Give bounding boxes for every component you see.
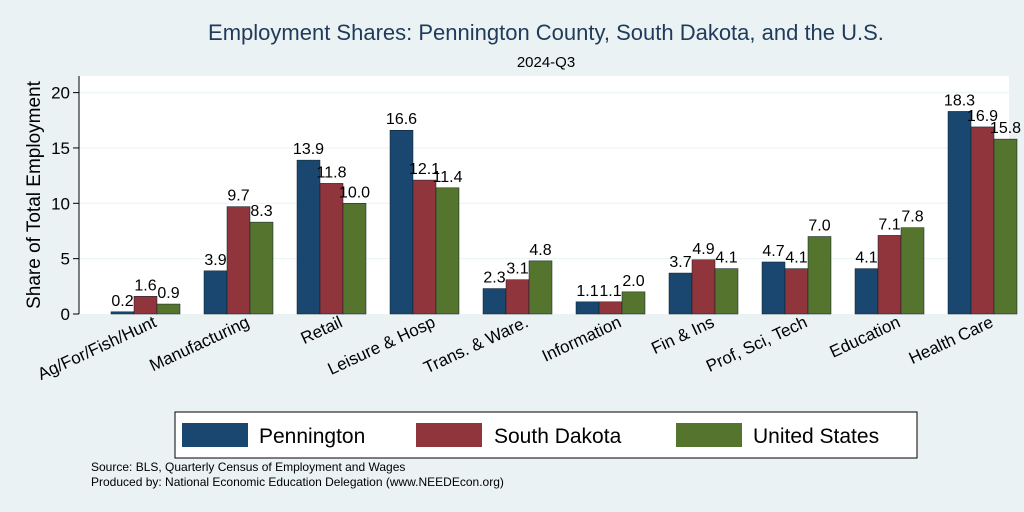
legend-swatch-pennington	[182, 423, 248, 447]
x-tick-label: Leisure & Hosp	[325, 312, 438, 378]
bar	[784, 268, 809, 315]
data-label: 3.7	[669, 254, 691, 271]
x-tick-label: Fin & Ins	[648, 312, 717, 358]
y-tick-label: 20	[51, 84, 70, 103]
producer-note: Produced by: National Economic Education…	[91, 475, 504, 489]
data-label: 11.4	[433, 169, 463, 186]
x-tick-label: Information	[539, 312, 624, 365]
bar	[621, 291, 646, 315]
bar	[877, 235, 902, 315]
legend-label-pennington: Pennington	[259, 425, 365, 448]
legend: Pennington South Dakota United States	[174, 411, 918, 459]
data-label: 12.1	[409, 161, 440, 178]
data-label: 4.1	[715, 250, 737, 267]
data-label: 7.8	[901, 209, 923, 226]
data-label: 13.9	[293, 141, 324, 158]
bar	[110, 311, 135, 315]
data-label: 11.8	[317, 164, 347, 181]
source-note: Source: BLS, Quarterly Census of Employm…	[91, 460, 405, 474]
x-tick-label: Prof, Sci, Tech	[703, 312, 810, 375]
data-label: 7.0	[808, 218, 830, 235]
bar	[319, 183, 344, 315]
data-label: 9.7	[227, 188, 249, 205]
bar	[691, 259, 716, 315]
legend-box	[174, 411, 918, 459]
data-label: 16.6	[386, 111, 417, 128]
data-label: 16.9	[967, 108, 998, 125]
bar	[435, 187, 460, 315]
bar	[807, 236, 832, 315]
data-label: 7.1	[878, 216, 900, 233]
data-label: 1.6	[134, 277, 156, 294]
x-tick-label: Manufacturing	[147, 312, 253, 375]
x-tick-label: Retail	[298, 312, 345, 348]
bar	[993, 138, 1018, 315]
x-tick-label: Trans. & Ware.	[421, 312, 531, 377]
data-label: 4.1	[855, 250, 877, 267]
data-label: 4.8	[529, 242, 551, 259]
legend-label-south-dakota: South Dakota	[494, 425, 622, 448]
data-label: 3.9	[204, 252, 226, 269]
x-tick-label: Ag/For/Fish/Hunt	[35, 312, 160, 384]
y-tick-label: 5	[61, 250, 70, 269]
data-label: 2.3	[483, 270, 505, 287]
y-tick-label: 15	[51, 139, 70, 158]
bar	[296, 159, 321, 315]
bar	[575, 301, 600, 315]
data-label: 2.0	[622, 273, 644, 290]
bar	[389, 129, 414, 315]
data-label: 1.1	[576, 283, 598, 300]
data-label: 4.7	[762, 243, 784, 260]
bar	[249, 221, 274, 315]
data-label: 1.1	[599, 283, 621, 300]
bar	[226, 206, 251, 315]
bar	[947, 111, 972, 315]
legend-label-united-states: United States	[753, 425, 879, 448]
bar	[203, 270, 228, 315]
bar	[342, 203, 367, 315]
bar	[412, 179, 437, 315]
data-label: 4.9	[692, 241, 714, 258]
bar	[714, 268, 739, 315]
bar	[900, 227, 925, 315]
legend-swatch-south-dakota	[416, 423, 482, 447]
chart-title: Employment Shares: Pennington County, So…	[208, 20, 884, 45]
data-label: 8.3	[250, 203, 272, 220]
bar	[668, 272, 693, 315]
y-axis-label: Share of Total Employment	[24, 80, 45, 308]
bar	[761, 261, 786, 315]
chart-subtitle: 2024-Q3	[517, 54, 575, 71]
data-label: 15.8	[990, 120, 1021, 137]
data-label: 4.1	[785, 250, 807, 267]
legend-swatch-united-states	[676, 423, 742, 447]
bar	[505, 279, 530, 315]
y-tick-label: 10	[51, 194, 70, 213]
bar	[970, 126, 995, 315]
bar	[598, 301, 623, 315]
data-label: 0.2	[111, 293, 133, 310]
bar	[528, 260, 553, 315]
bar	[482, 288, 507, 315]
data-label: 10.0	[339, 184, 370, 201]
x-tick-label: Education	[827, 312, 904, 361]
data-label: 3.1	[506, 261, 528, 278]
x-tick-label: Health Care	[906, 312, 996, 368]
data-label: 18.3	[944, 92, 975, 109]
bar	[156, 303, 181, 315]
bar	[854, 268, 879, 315]
bar	[133, 296, 158, 315]
y-tick-label: 0	[61, 305, 70, 324]
data-label: 0.9	[157, 285, 179, 302]
